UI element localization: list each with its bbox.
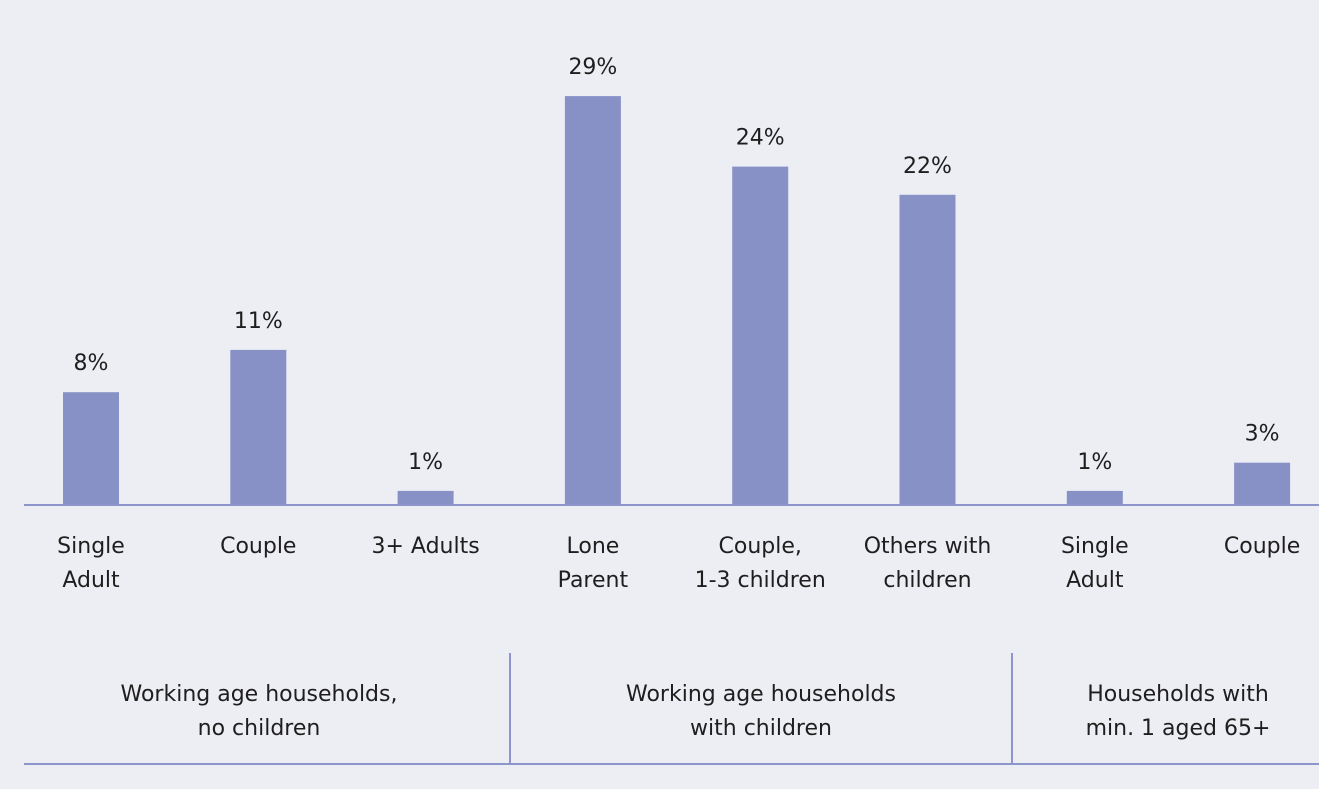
bar-4 xyxy=(732,166,789,505)
category-label-5-line-1: children xyxy=(883,568,971,593)
category-label-6-line-0: Single xyxy=(1061,534,1129,559)
group-label-1-line-0: Working age households xyxy=(626,682,896,707)
group-label-0-line-1: no children xyxy=(198,716,321,741)
group-label-0-line-0: Working age households, xyxy=(121,682,398,707)
bar-1 xyxy=(230,349,287,505)
category-labels-layer: Single Adult Couple 3+ Adults Lone Parent Coup… xyxy=(57,534,1300,593)
value-label-0: 8% xyxy=(74,351,109,376)
category-label-0-line-0: Single xyxy=(57,534,125,559)
bar-5 xyxy=(899,194,956,506)
value-label-4: 24% xyxy=(736,126,785,151)
category-label-5-line-0: Others with xyxy=(864,534,992,559)
category-label-0-line-1: Adult xyxy=(62,568,120,593)
value-labels-layer: 8% 11% 1% 29% 24% 22% 1% 3% xyxy=(74,55,1280,475)
bar-3 xyxy=(564,96,621,505)
group-label-2-line-0: Households with xyxy=(1087,682,1269,707)
bar-0 xyxy=(63,392,119,505)
group-label-2-line-1: min. 1 aged 65+ xyxy=(1086,716,1271,741)
group-label-1-line-1: with children xyxy=(690,716,832,741)
bar-2 xyxy=(397,490,454,505)
bars-layer xyxy=(63,96,1291,506)
category-label-4-line-1: 1-3 children xyxy=(695,568,826,593)
category-label-3-line-1: Parent xyxy=(558,568,629,593)
category-label-7-line-0: Couple xyxy=(1224,534,1300,559)
category-label-1-line-0: Couple xyxy=(220,534,296,559)
category-label-6-line-1: Adult xyxy=(1066,568,1124,593)
value-label-5: 22% xyxy=(903,154,952,179)
value-label-3: 29% xyxy=(568,55,617,80)
value-label-7: 3% xyxy=(1245,422,1280,447)
category-label-3-line-0: Lone xyxy=(566,534,619,559)
value-label-6: 1% xyxy=(1077,450,1112,475)
group-labels-layer: Working age households, no children Workin… xyxy=(121,682,1271,741)
category-label-2-line-0: 3+ Adults xyxy=(371,534,479,559)
category-label-4-line-0: Couple, xyxy=(719,534,802,559)
bar-6 xyxy=(1066,490,1123,505)
value-label-1: 11% xyxy=(234,309,283,334)
bar-7 xyxy=(1234,462,1291,505)
value-label-2: 1% xyxy=(408,450,443,475)
